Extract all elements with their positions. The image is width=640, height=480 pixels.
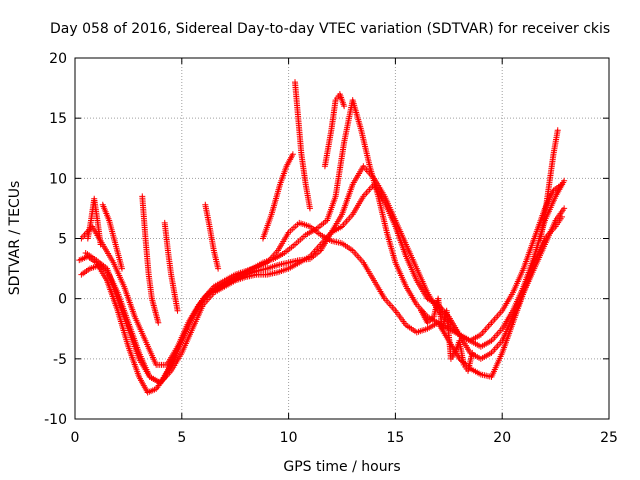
series-spike-5 xyxy=(202,201,222,272)
series-spike-7 xyxy=(321,91,348,170)
data-point xyxy=(561,177,568,184)
series-track-1 xyxy=(76,213,566,396)
y-tick-label: 20 xyxy=(49,51,67,67)
data-point xyxy=(554,127,561,134)
data-point xyxy=(289,151,296,158)
data-point xyxy=(341,103,348,110)
y-tick-label: -5 xyxy=(53,352,67,368)
data-point xyxy=(561,205,568,212)
x-tick-label: 25 xyxy=(600,430,618,446)
y-tick-label: 15 xyxy=(49,111,67,127)
series-spike-6 xyxy=(292,79,313,212)
chart-title: Day 058 of 2016, Sidereal Day-to-day VTE… xyxy=(50,21,610,37)
data-point xyxy=(469,349,476,356)
y-tick-label: 5 xyxy=(58,232,67,248)
y-tick-label: 10 xyxy=(49,171,67,187)
data-point xyxy=(215,265,222,272)
axis-ticks: 0 5 10 15 20 25 -10 -5 0 5 10 15 20 xyxy=(44,51,618,446)
series-spike-8 xyxy=(259,151,296,242)
x-tick-label: 0 xyxy=(71,430,80,446)
series-spike-4 xyxy=(161,219,181,314)
series-spike-9 xyxy=(537,127,561,242)
series-spike-2 xyxy=(99,201,125,272)
y-tick-label: 0 xyxy=(58,292,67,308)
data-point xyxy=(155,319,162,326)
data-point xyxy=(306,205,313,212)
y-tick-label: -10 xyxy=(44,412,67,428)
data-point xyxy=(97,241,104,248)
series-spike-3 xyxy=(139,193,162,326)
data-point xyxy=(174,307,181,314)
data-point xyxy=(118,265,125,272)
x-tick-label: 15 xyxy=(386,430,404,446)
x-tick-label: 5 xyxy=(177,430,186,446)
series-scatter-cluster xyxy=(418,295,476,374)
x-tick-label: 20 xyxy=(493,430,511,446)
x-tick-label: 10 xyxy=(280,430,298,446)
y-axis-label: SDTVAR / TECUs xyxy=(7,181,23,296)
x-axis-label: GPS time / hours xyxy=(283,459,400,475)
series-track-3 xyxy=(78,97,566,368)
series-spike-1 xyxy=(84,195,104,248)
data-points xyxy=(76,79,568,396)
